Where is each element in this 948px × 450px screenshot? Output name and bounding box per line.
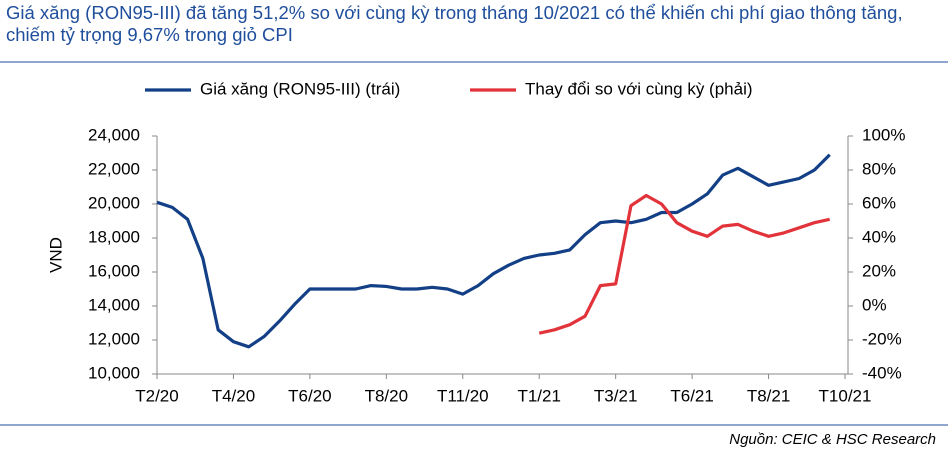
series-line <box>156 153 831 349</box>
y-tick-label: 24,000 <box>88 125 140 144</box>
y2-tick-label: 40% <box>862 227 896 246</box>
x-tick-label: T11/20 <box>437 386 489 405</box>
y2-tick-label: -20% <box>862 329 902 348</box>
x-tick-label: T6/20 <box>288 386 331 405</box>
x-tick-label: T1/21 <box>517 386 560 405</box>
legend-label: Thay đổi so với cùng kỳ (phải) <box>525 79 753 98</box>
y-tick-label: 22,000 <box>88 159 140 178</box>
x-tick-label: T2/20 <box>135 386 178 405</box>
legend-label: Giá xăng (RON95-III) (trái) <box>200 79 400 98</box>
y2-tick-label: 60% <box>862 193 896 212</box>
y2-tick-label: -40% <box>862 363 902 382</box>
y-tick-label: 12,000 <box>88 329 140 348</box>
y2-tick-label: 20% <box>862 261 896 280</box>
y-tick-label: 16,000 <box>88 261 140 280</box>
source: Nguồn: CEIC & HSC Research <box>729 431 936 448</box>
y2-tick-label: 80% <box>862 159 896 178</box>
y-tick-label: 18,000 <box>88 227 140 246</box>
x-tick-label: T8/20 <box>365 386 408 405</box>
x-tick-label: T4/20 <box>212 386 255 405</box>
x-tick-label: T3/21 <box>594 386 637 405</box>
y-tick-label: 20,000 <box>88 193 140 212</box>
y-tick-label: 14,000 <box>88 295 140 314</box>
y-tick-label: 10,000 <box>88 363 140 382</box>
chart-title: Giá xăng (RON95-III) đã tăng 51,2% so vớ… <box>6 2 903 45</box>
series-line <box>538 193 831 335</box>
x-tick-label: T10/21 <box>819 386 872 405</box>
y-axis-label: VND <box>46 237 65 273</box>
y2-tick-label: 100% <box>862 125 905 144</box>
y2-tick-label: 0% <box>862 295 887 314</box>
x-tick-label: T8/21 <box>747 386 790 405</box>
x-tick-label: T6/21 <box>670 386 713 405</box>
